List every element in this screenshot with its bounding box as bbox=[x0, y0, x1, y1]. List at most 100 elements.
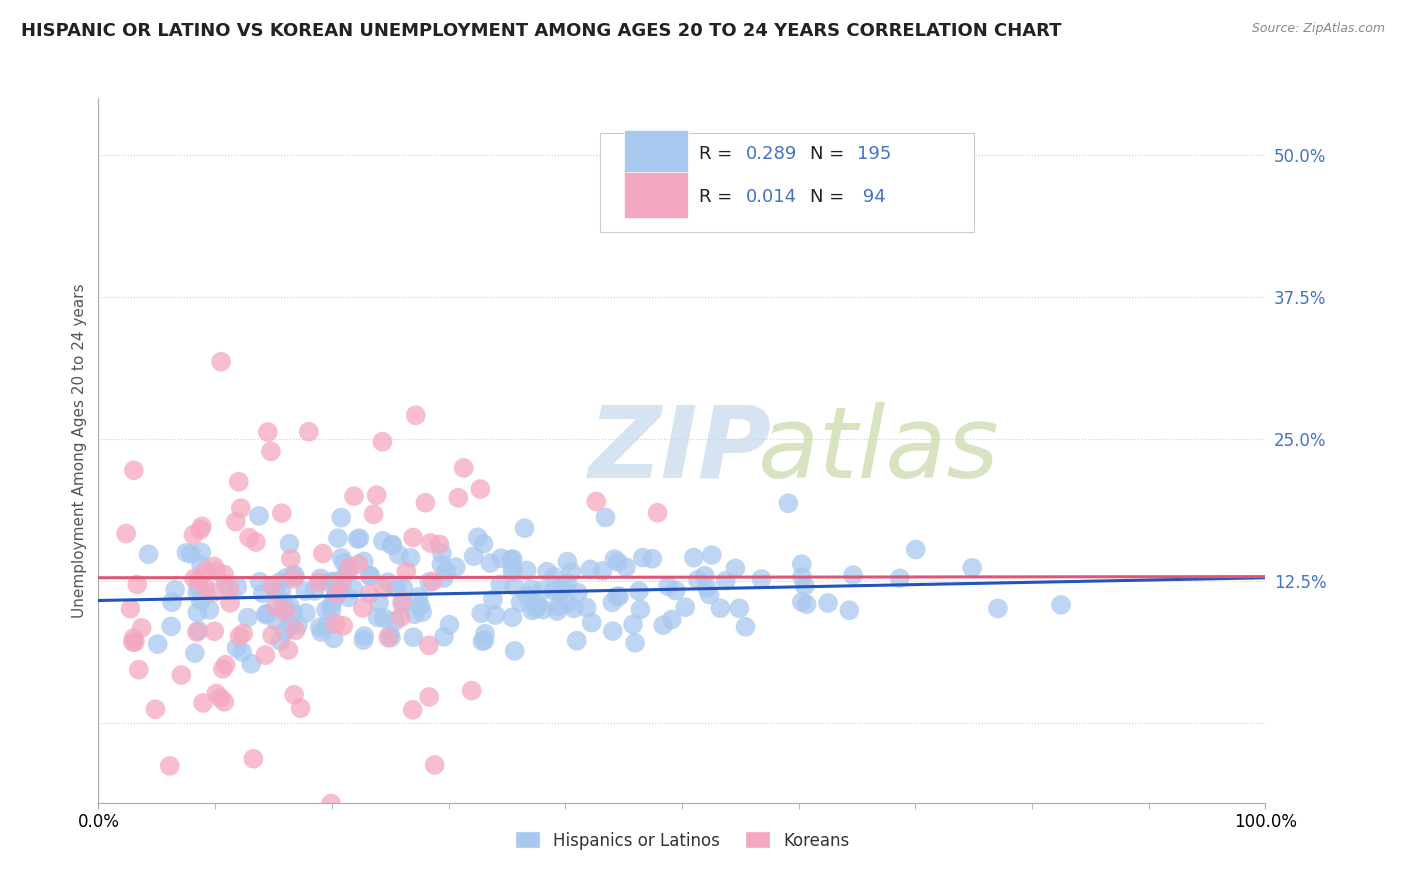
Point bbox=[728, 601, 751, 615]
Text: R =: R = bbox=[699, 188, 738, 206]
Point bbox=[408, 590, 430, 604]
Point bbox=[194, 586, 217, 600]
Point bbox=[502, 552, 524, 566]
Point bbox=[627, 584, 650, 599]
Point bbox=[385, 581, 408, 595]
Point bbox=[290, 701, 312, 715]
Point bbox=[343, 489, 366, 503]
Point bbox=[307, 575, 329, 590]
Point bbox=[472, 537, 495, 551]
Point bbox=[682, 550, 704, 565]
Point bbox=[392, 582, 415, 596]
Point bbox=[543, 583, 565, 598]
Point bbox=[489, 551, 512, 566]
Point bbox=[349, 531, 371, 545]
Point bbox=[280, 551, 302, 566]
Point bbox=[430, 558, 453, 572]
Point bbox=[474, 626, 496, 640]
Point bbox=[256, 425, 278, 439]
Point bbox=[530, 584, 553, 599]
Point bbox=[592, 564, 614, 578]
Point bbox=[793, 579, 815, 593]
Point bbox=[395, 565, 418, 579]
Point bbox=[190, 593, 212, 607]
Point bbox=[264, 584, 287, 599]
Point bbox=[215, 577, 238, 591]
Point bbox=[186, 585, 208, 599]
Point bbox=[418, 574, 440, 589]
Point bbox=[184, 646, 207, 660]
Point bbox=[278, 537, 301, 551]
Point bbox=[381, 537, 404, 551]
Point bbox=[330, 572, 353, 586]
Point bbox=[686, 573, 709, 587]
Point bbox=[673, 600, 696, 615]
Point bbox=[347, 558, 370, 572]
Point bbox=[368, 596, 391, 610]
Point bbox=[520, 582, 543, 597]
Point bbox=[516, 564, 538, 578]
Point bbox=[326, 578, 349, 592]
Point bbox=[187, 579, 209, 593]
Point bbox=[433, 630, 456, 644]
Point bbox=[194, 581, 217, 595]
Point bbox=[274, 624, 297, 639]
Point bbox=[212, 567, 235, 582]
Point bbox=[242, 752, 264, 766]
Point bbox=[479, 556, 502, 570]
Point bbox=[260, 444, 283, 458]
Point bbox=[696, 581, 718, 595]
Point bbox=[264, 614, 287, 628]
Point bbox=[581, 615, 603, 630]
Point bbox=[274, 602, 297, 616]
Point bbox=[531, 602, 554, 616]
Point bbox=[202, 585, 225, 599]
Point bbox=[271, 595, 294, 609]
Point bbox=[790, 595, 813, 609]
Point bbox=[366, 488, 388, 502]
Point bbox=[170, 668, 193, 682]
Point bbox=[562, 601, 585, 615]
Point bbox=[595, 510, 617, 524]
Point bbox=[127, 577, 149, 591]
Point bbox=[399, 550, 422, 565]
Point bbox=[353, 629, 375, 643]
Point bbox=[187, 624, 209, 638]
Text: R =: R = bbox=[699, 145, 738, 163]
Point bbox=[377, 575, 399, 590]
Point bbox=[176, 546, 198, 560]
Point bbox=[391, 598, 413, 612]
Point bbox=[284, 569, 307, 583]
Point bbox=[202, 559, 225, 574]
Point bbox=[607, 589, 630, 603]
Point bbox=[236, 610, 259, 624]
Point bbox=[415, 496, 437, 510]
Point bbox=[546, 604, 568, 618]
Point bbox=[557, 596, 579, 610]
Point bbox=[614, 560, 637, 574]
Point bbox=[463, 549, 485, 564]
Text: HISPANIC OR LATINO VS KOREAN UNEMPLOYMENT AMONG AGES 20 TO 24 YEARS CORRELATION : HISPANIC OR LATINO VS KOREAN UNEMPLOYMEN… bbox=[21, 22, 1062, 40]
Point bbox=[337, 560, 360, 574]
Point bbox=[294, 584, 316, 599]
Point bbox=[245, 535, 267, 549]
Point bbox=[543, 569, 565, 583]
Point bbox=[489, 577, 512, 591]
Point bbox=[405, 409, 427, 423]
Point bbox=[630, 602, 652, 616]
Point bbox=[501, 610, 523, 624]
Point bbox=[319, 797, 342, 811]
Point bbox=[904, 542, 927, 557]
Point bbox=[332, 619, 354, 633]
Point bbox=[183, 528, 205, 542]
Point bbox=[225, 640, 247, 655]
Point bbox=[308, 620, 330, 634]
Point bbox=[122, 631, 145, 645]
Point bbox=[325, 585, 347, 599]
Point bbox=[603, 552, 626, 566]
Point bbox=[429, 537, 451, 551]
Point bbox=[194, 565, 217, 579]
FancyBboxPatch shape bbox=[600, 133, 973, 232]
Point bbox=[657, 579, 679, 593]
Point bbox=[751, 572, 773, 586]
